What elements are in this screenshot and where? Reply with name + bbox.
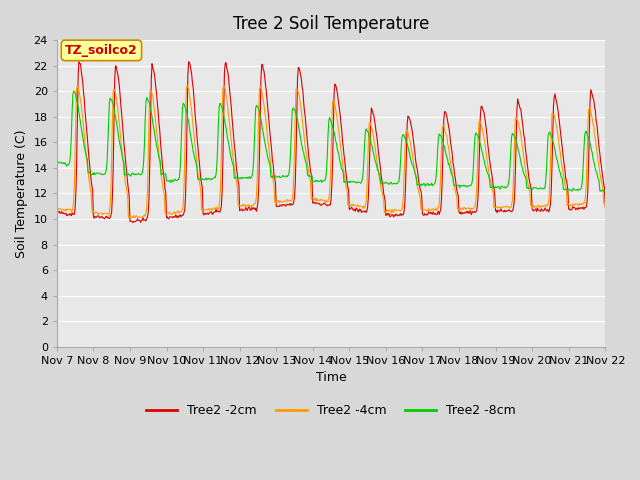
Tree2 -4cm — [183, 83, 191, 88]
Tree2 -8cm — [70, 88, 77, 94]
Tree2 -8cm — [431, 180, 438, 186]
Tree2 -8cm — [174, 176, 182, 182]
Legend: Tree2 -2cm, Tree2 -4cm, Tree2 -8cm: Tree2 -2cm, Tree2 -4cm, Tree2 -8cm — [141, 399, 521, 422]
Tree2 -4cm — [553, 123, 561, 129]
Tree2 -4cm — [53, 207, 61, 213]
Tree2 -4cm — [174, 208, 182, 214]
Tree2 -8cm — [377, 180, 385, 185]
Tree2 -2cm — [324, 202, 332, 208]
Line: Tree2 -2cm: Tree2 -2cm — [57, 62, 605, 223]
Tree2 -8cm — [600, 189, 607, 194]
Title: Tree 2 Soil Temperature: Tree 2 Soil Temperature — [233, 15, 429, 33]
Tree2 -2cm — [174, 213, 182, 219]
Tree2 -8cm — [602, 188, 609, 193]
Tree2 -2cm — [53, 209, 61, 215]
Tree2 -4cm — [129, 215, 136, 221]
Tree2 -8cm — [323, 154, 331, 159]
Tree2 -2cm — [431, 211, 439, 216]
Tree2 -4cm — [431, 207, 439, 213]
Text: TZ_soilco2: TZ_soilco2 — [65, 44, 138, 57]
Tree2 -2cm — [129, 220, 137, 226]
Tree2 -2cm — [185, 59, 193, 65]
Line: Tree2 -8cm: Tree2 -8cm — [57, 91, 605, 192]
Tree2 -2cm — [553, 98, 561, 104]
Tree2 -8cm — [53, 158, 61, 164]
Tree2 -4cm — [602, 200, 609, 205]
Line: Tree2 -4cm: Tree2 -4cm — [57, 85, 605, 218]
Y-axis label: Soil Temperature (C): Soil Temperature (C) — [15, 129, 28, 258]
X-axis label: Time: Time — [316, 372, 346, 384]
Tree2 -2cm — [378, 174, 385, 180]
Tree2 -2cm — [602, 204, 609, 210]
Tree2 -4cm — [324, 198, 332, 204]
Tree2 -4cm — [198, 207, 206, 213]
Tree2 -4cm — [378, 187, 385, 193]
Tree2 -8cm — [198, 177, 205, 183]
Tree2 -2cm — [198, 185, 206, 191]
Tree2 -8cm — [552, 152, 559, 157]
